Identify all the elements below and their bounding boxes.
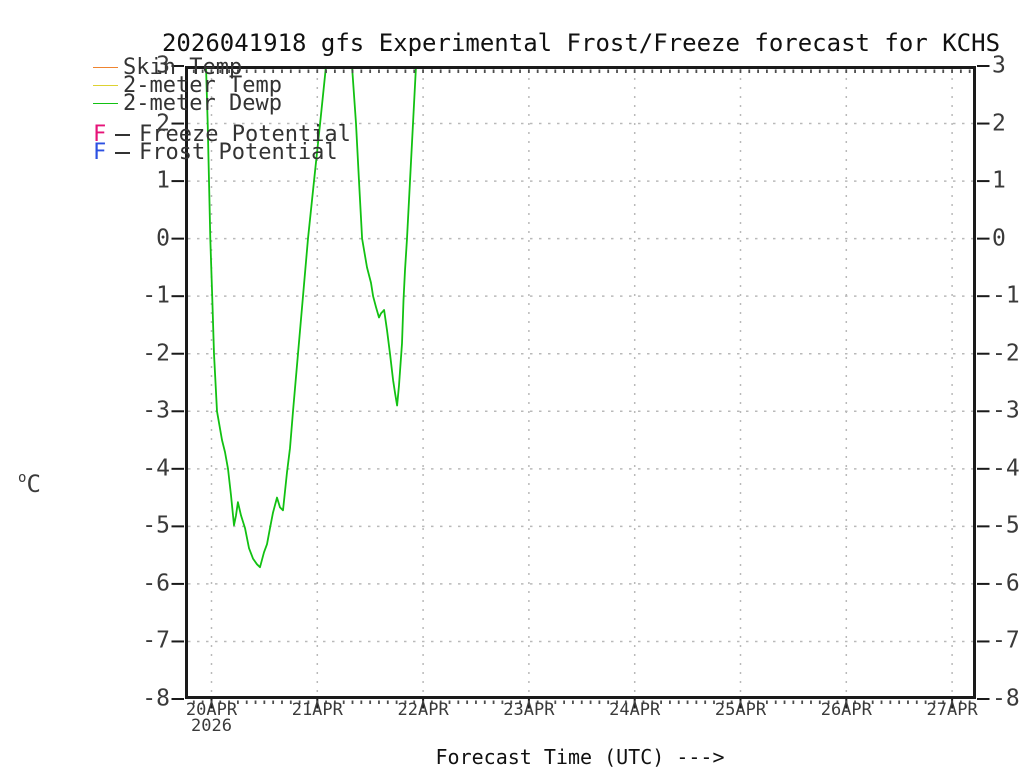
legend-label: Skin Temp (123, 55, 243, 80)
legend-label: Freeze Potential (139, 122, 351, 147)
dewpoint-curve-segment (205, 65, 327, 569)
legend-letter-symbol: F (93, 140, 107, 165)
y-axis-tick-label-left: -7 (142, 627, 170, 654)
x-axis-tick-label: 27APR (926, 700, 978, 720)
legend-line-swatch (93, 67, 118, 68)
legend-dash (115, 133, 130, 136)
plot-border (185, 66, 976, 699)
y-axis-tick-label-right: 0 (992, 225, 1006, 252)
y-axis-tick-label-right: -1 (992, 282, 1020, 309)
legend-dash (115, 151, 130, 154)
x-axis-tick-label: 23APR (503, 700, 555, 720)
y-axis-tick-label-right: -6 (992, 570, 1020, 597)
y-axis-tick-label-right: -8 (992, 685, 1020, 712)
y-axis-tick-label-right: -4 (992, 455, 1020, 482)
x-axis-tick-label: 26APR (820, 700, 872, 720)
y-axis-tick-label-left: -5 (142, 512, 170, 539)
y-unit-main: C (26, 470, 41, 498)
legend-row: 2-meter Temp (93, 73, 282, 98)
legend-row: Skin Temp (93, 55, 243, 80)
y-axis-tick-label-left: -3 (142, 397, 170, 424)
y-axis-tick-label-right: 2 (992, 110, 1006, 137)
legend-line-swatch (93, 85, 118, 86)
x-axis-tick-label: 21APR (291, 700, 343, 720)
y-axis-tick-label-right: -7 (992, 627, 1020, 654)
legend-row: F Frost Potential (93, 140, 338, 165)
x-axis-title: Forecast Time (UTC) ---> (435, 745, 725, 768)
y-axis-tick-label-right: -3 (992, 397, 1020, 424)
y-axis-tick-label-right: 3 (992, 52, 1006, 79)
dewpoint-curve (205, 65, 417, 569)
y-axis-tick-label-left: -2 (142, 340, 170, 367)
dewpoint-curve-segment (351, 65, 417, 407)
legend-label: Frost Potential (139, 140, 338, 165)
axes-spines (185, 66, 976, 699)
y-axis-tick-label-right: 1 (992, 167, 1006, 194)
x-axis-tick-label-with-year: 20APR 2026 (185, 700, 238, 736)
axes-ticks (171, 65, 990, 709)
x-axis-tick-label: 25APR (714, 700, 767, 720)
y-axis-tick-label-left: 0 (156, 225, 170, 252)
gridlines (188, 69, 973, 696)
chart-title: 2026041918 gfs Experimental Frost/Freeze… (161, 29, 1001, 57)
x-axis-tick-label: 22APR (397, 700, 449, 720)
y-axis-tick-label-left: 2 (156, 110, 170, 137)
x-axis-tick-label: 24APR (609, 700, 661, 720)
legend-row: 2-meter Dewp (93, 91, 282, 116)
y-axis-tick-label-right: -5 (992, 512, 1020, 539)
y-axis-tick-label-right: -2 (992, 340, 1020, 367)
legend-label: 2-meter Dewp (123, 91, 282, 116)
y-axis-tick-label-left: -8 (142, 685, 170, 712)
legend-label: 2-meter Temp (123, 73, 282, 98)
y-axis-tick-label-left: 3 (156, 52, 170, 79)
legend-row: F Freeze Potential (93, 122, 351, 147)
y-unit-sup: o (18, 470, 27, 486)
y-axis-unit-label: oC (18, 470, 41, 498)
legend-letter-symbol: F (93, 122, 107, 147)
y-axis-tick-label-left: 1 (156, 167, 170, 194)
y-axis-tick-label-left: -1 (142, 282, 170, 309)
y-axis-tick-label-left: -4 (142, 455, 170, 482)
legend-line-swatch (93, 103, 118, 104)
y-axis-tick-label-left: -6 (142, 570, 170, 597)
